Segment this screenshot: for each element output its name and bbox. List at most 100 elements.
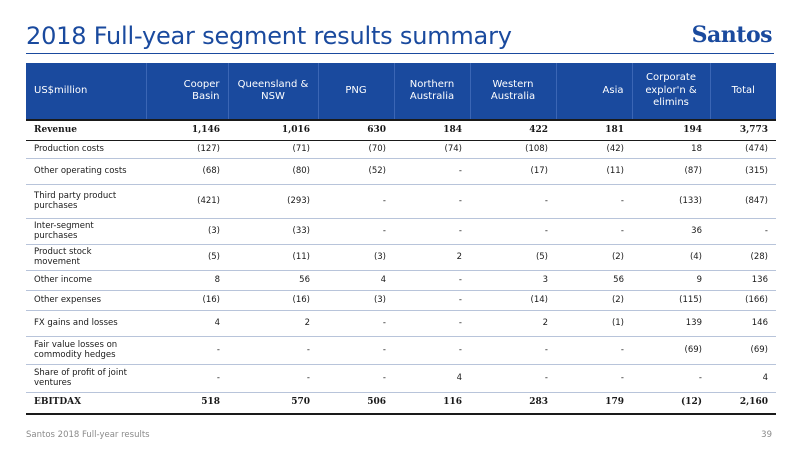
- table-cell: (14): [470, 290, 556, 311]
- table-cell: -: [394, 336, 470, 365]
- table-cell: (3): [146, 218, 228, 245]
- page-title: 2018 Full-year segment results summary: [26, 22, 512, 50]
- row-label: Production costs: [26, 140, 146, 159]
- table-cell: -: [394, 218, 470, 245]
- table-cell: -: [470, 218, 556, 245]
- table-cell: (293): [228, 184, 318, 219]
- table-cell: 2: [394, 244, 470, 271]
- row-label: Revenue: [26, 119, 146, 141]
- table-cell: 139: [632, 310, 710, 337]
- table-cell: (68): [146, 158, 228, 185]
- column-header-asia: Asia: [556, 63, 633, 120]
- table-cell: 56: [228, 270, 318, 291]
- column-header-png: PNG: [318, 63, 395, 120]
- table-cell: (74): [394, 140, 470, 159]
- row-label: Share of profit of joint ventures: [26, 364, 146, 393]
- table-cell: 36: [632, 218, 710, 245]
- table-cell: (52): [318, 158, 394, 185]
- table-cell: (17): [470, 158, 556, 185]
- row-label: Inter-segment purchases: [26, 218, 146, 245]
- table-cell: 630: [318, 119, 394, 141]
- table-cell: (127): [146, 140, 228, 159]
- table-cell: (11): [556, 158, 632, 185]
- table-cell: 4: [318, 270, 394, 291]
- row-label: FX gains and losses: [26, 310, 146, 337]
- column-header-label: US$million: [26, 63, 147, 120]
- row-label: Product stock movement: [26, 244, 146, 271]
- table-row: Third party product purchases (421) (293) -…: [26, 184, 776, 219]
- table-cell: (166): [710, 290, 776, 311]
- table-header-row: US$million Cooper Basin Queensland & NSW…: [26, 63, 776, 120]
- table-cell: (16): [228, 290, 318, 311]
- table-cell: -: [318, 184, 394, 219]
- table-cell: -: [318, 364, 394, 393]
- table-cell: -: [228, 336, 318, 365]
- table-cell: -: [318, 310, 394, 337]
- row-label: Other operating costs: [26, 158, 146, 185]
- table-cell: 9: [632, 270, 710, 291]
- santos-logo: Santos: [691, 22, 773, 48]
- table-cell: 136: [710, 270, 776, 291]
- table-cell: 179: [556, 391, 632, 415]
- table-cell: 422: [470, 119, 556, 141]
- table-cell: (70): [318, 140, 394, 159]
- table-row: FX gains and losses 4 2- -2 (1) 139 146: [26, 310, 776, 337]
- table-cell: -: [632, 364, 710, 393]
- table-cell: (315): [710, 158, 776, 185]
- table-cell: 2,160: [710, 391, 776, 415]
- table-cell: (87): [632, 158, 710, 185]
- table-cell: (421): [146, 184, 228, 219]
- table-cell: 184: [394, 119, 470, 141]
- table-cell: (2): [556, 244, 632, 271]
- table-cell: -: [556, 218, 632, 245]
- table-row: Product stock movement (5) (11) (3) 2 (5) (2)(…: [26, 244, 776, 271]
- table-cell: 4: [394, 364, 470, 393]
- table-cell: 1,146: [146, 119, 228, 141]
- table-cell: 1,016: [228, 119, 318, 141]
- table-cell: (80): [228, 158, 318, 185]
- table-cell: -: [394, 290, 470, 311]
- column-header-total: Total: [710, 63, 776, 120]
- table-cell: -: [556, 364, 632, 393]
- table-cell: -: [146, 336, 228, 365]
- table-cell: (28): [710, 244, 776, 271]
- table-cell: -: [710, 218, 776, 245]
- table-cell: 194: [632, 119, 710, 141]
- row-label: Other expenses: [26, 290, 146, 311]
- table-cell: (69): [710, 336, 776, 365]
- table-cell: (474): [710, 140, 776, 159]
- table-row: Other income 8 56 4-3 56 9 136: [26, 270, 776, 291]
- column-header-cooper-basin: Cooper Basin: [146, 63, 229, 120]
- table-cell: (11): [228, 244, 318, 271]
- table-cell: -: [394, 158, 470, 185]
- table-cell: -: [146, 364, 228, 393]
- table-cell: (71): [228, 140, 318, 159]
- table-cell: -: [318, 336, 394, 365]
- table-cell: 56: [556, 270, 632, 291]
- table-cell: 4: [146, 310, 228, 337]
- table-cell: -: [394, 184, 470, 219]
- column-header-corporate: Corporate explor'n & elimins: [632, 63, 711, 120]
- table-cell: (5): [146, 244, 228, 271]
- table-cell: -: [470, 364, 556, 393]
- table-cell: 3: [470, 270, 556, 291]
- table-row: Share of profit of joint ventures - - -4- - -…: [26, 364, 776, 393]
- table-cell: 2: [228, 310, 318, 337]
- table-cell: -: [556, 184, 632, 219]
- table-row: EBITDAX 518 570 506 116 283 179 (12) 2,160: [26, 391, 776, 415]
- table-cell: (3): [318, 244, 394, 271]
- table-cell: (42): [556, 140, 632, 159]
- table-row: Fair value losses on commodity hedges - - -…: [26, 336, 776, 365]
- table-cell: -: [556, 336, 632, 365]
- column-header-northern-australia: Northern Australia: [394, 63, 471, 120]
- page-number: 39: [761, 430, 772, 440]
- table-cell: 506: [318, 391, 394, 415]
- table-row: Production costs (127) (71) (70) (74) (108) (4…: [26, 140, 776, 159]
- table-row: Other expenses (16) (16) (3) - (14) (2) (115) (1…: [26, 290, 776, 311]
- segment-results-table: US$million Cooper Basin Queensland & NSW…: [26, 63, 776, 415]
- table-cell: 2: [470, 310, 556, 337]
- table-cell: (16): [146, 290, 228, 311]
- title-divider: [26, 53, 774, 54]
- table-cell: (4): [632, 244, 710, 271]
- table-row: Other operating costs (68) (80) (52) - (17) (1…: [26, 158, 776, 185]
